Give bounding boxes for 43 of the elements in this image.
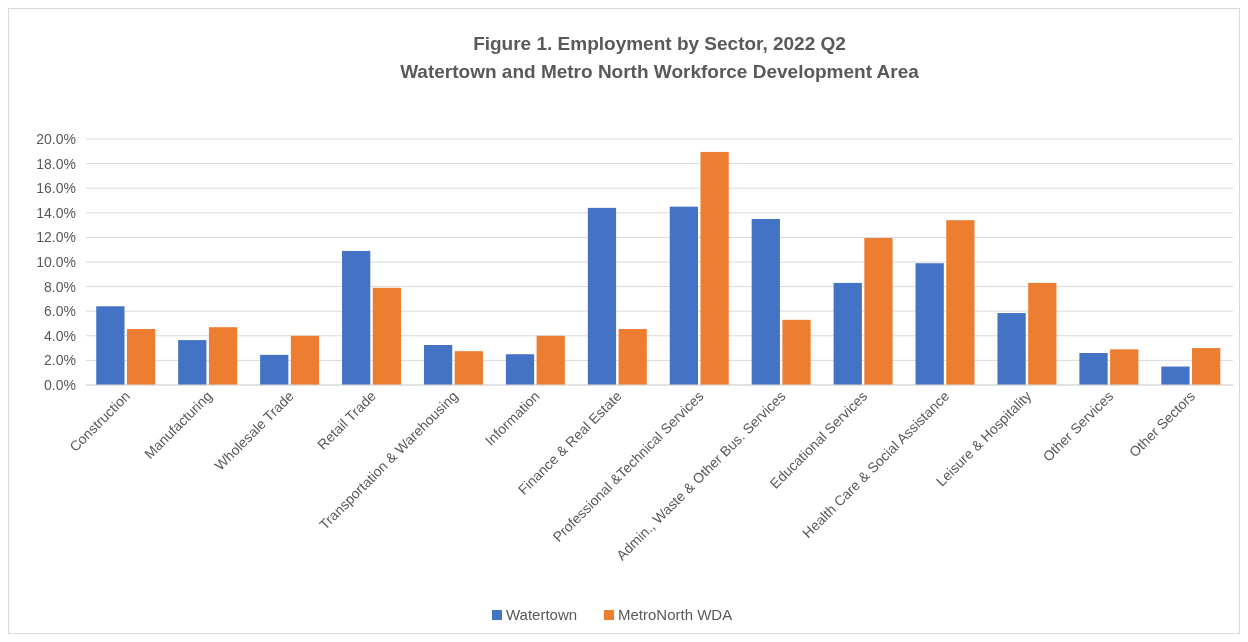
y-tick-label: 10.0% xyxy=(36,254,76,270)
legend-label: Watertown xyxy=(506,606,578,623)
bar xyxy=(178,340,207,385)
bar xyxy=(946,220,975,385)
bar xyxy=(751,218,780,385)
bar xyxy=(587,207,617,385)
bar xyxy=(833,282,862,385)
bar xyxy=(505,354,535,385)
y-tick-label: 14.0% xyxy=(36,204,76,221)
y-tick-label: 4.0% xyxy=(44,327,76,344)
bar xyxy=(536,335,565,385)
bar xyxy=(1161,366,1190,385)
bar xyxy=(208,327,238,385)
y-tick-label: 12.0% xyxy=(36,229,76,246)
y-tick-label: 0.0% xyxy=(44,377,76,393)
bar xyxy=(915,263,944,385)
y-tick-label: 16.0% xyxy=(36,180,76,197)
bar xyxy=(669,206,699,385)
chart-subtitle: Watertown and Metro North Workforce Development Area xyxy=(400,61,920,82)
bar xyxy=(454,351,483,385)
bar xyxy=(423,345,453,385)
y-tick-label: 2.0% xyxy=(44,352,76,369)
chart-title: Figure 1. Employment by Sector, 2022 Q2 xyxy=(473,33,846,54)
bar xyxy=(1192,348,1221,385)
bar xyxy=(997,313,1026,385)
y-tick-label: 18.0% xyxy=(36,155,76,172)
bar xyxy=(700,151,729,385)
bar xyxy=(260,354,289,385)
bar xyxy=(1079,353,1108,385)
bar xyxy=(126,329,156,385)
bar xyxy=(96,306,125,385)
y-tick-label: 20.0% xyxy=(36,131,76,147)
y-tick-label: 8.0% xyxy=(44,278,76,295)
legend-label: MetroNorth WDA xyxy=(618,606,733,623)
bar xyxy=(1110,349,1139,385)
bar xyxy=(618,329,647,385)
y-tick-label: 6.0% xyxy=(44,303,76,320)
bar xyxy=(782,319,811,385)
bar xyxy=(864,238,893,385)
bar xyxy=(290,335,320,385)
bar xyxy=(372,287,402,385)
bar xyxy=(1028,282,1057,385)
bar xyxy=(342,250,371,385)
